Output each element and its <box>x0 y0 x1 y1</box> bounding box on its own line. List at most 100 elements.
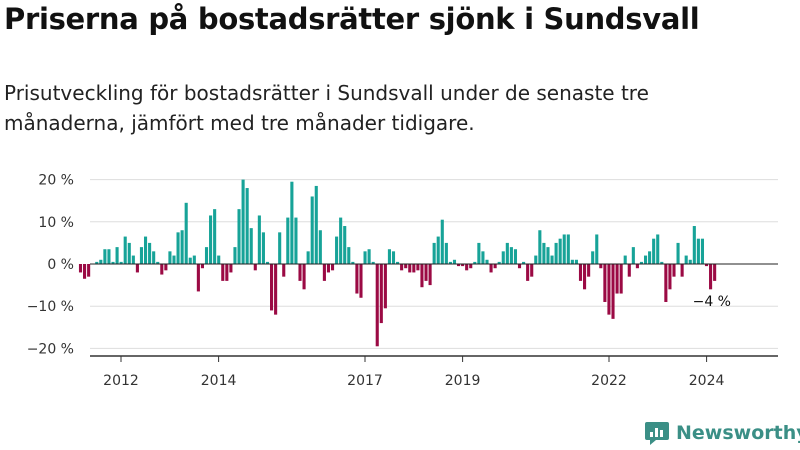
bar <box>249 228 253 264</box>
bar <box>225 264 229 281</box>
bar <box>448 261 452 264</box>
bar <box>562 234 566 264</box>
bar <box>103 249 107 264</box>
bar <box>396 261 400 264</box>
last-value-annotation: −4 % <box>693 294 731 310</box>
bar <box>680 264 684 277</box>
bar <box>265 261 270 264</box>
bar <box>583 264 587 290</box>
bar <box>391 251 396 264</box>
bar <box>152 251 156 264</box>
bar <box>127 242 131 264</box>
bar <box>493 264 497 269</box>
brand-name: Newsworthy <box>676 422 800 444</box>
bar <box>465 264 469 271</box>
bar <box>477 242 481 264</box>
bar <box>615 264 619 294</box>
bar <box>115 247 119 264</box>
bar <box>643 255 648 264</box>
bar <box>611 264 615 319</box>
bar <box>302 264 306 290</box>
x-tick-label: 2014 <box>201 373 237 389</box>
bar <box>371 261 375 264</box>
bar <box>343 226 347 264</box>
bar <box>298 264 302 281</box>
bar <box>119 261 123 264</box>
grid-lines <box>90 179 778 349</box>
bar <box>692 226 696 264</box>
bar <box>359 264 363 298</box>
bar <box>111 261 115 264</box>
bar <box>261 232 265 264</box>
bar <box>180 230 184 264</box>
bar <box>367 249 371 264</box>
x-tick-label: 2024 <box>689 373 725 389</box>
x-tick-label: 2019 <box>445 373 481 389</box>
bar <box>335 236 339 264</box>
bar <box>148 242 152 264</box>
bar <box>347 247 351 264</box>
bars <box>78 179 717 347</box>
x-tick-label: 2017 <box>347 373 383 389</box>
bar <box>505 242 509 264</box>
bar <box>570 259 574 264</box>
bar <box>672 264 676 277</box>
bar <box>282 264 286 277</box>
bar <box>522 261 526 264</box>
x-tick-label: 2012 <box>103 373 139 389</box>
bar <box>229 264 233 273</box>
bar <box>538 230 542 264</box>
bar <box>485 259 489 264</box>
bar <box>709 264 713 290</box>
bar <box>156 261 160 264</box>
bar <box>245 188 249 264</box>
bar <box>635 264 639 269</box>
y-tick-label: 10 % <box>38 215 74 231</box>
bar <box>355 264 359 294</box>
bar <box>587 264 591 277</box>
bar <box>489 264 493 273</box>
bar <box>286 217 290 264</box>
bar <box>713 264 717 281</box>
bar <box>424 264 428 281</box>
bar <box>213 209 217 264</box>
bar <box>444 242 448 264</box>
bar <box>591 251 595 264</box>
chart-title: Priserna på bostadsrätter sjönk i Sundsv… <box>4 2 700 36</box>
bar <box>700 238 704 264</box>
bar <box>209 215 213 264</box>
bar <box>440 219 444 264</box>
bar <box>383 264 387 309</box>
bar <box>322 264 326 281</box>
bar <box>668 264 672 290</box>
bar <box>217 255 221 264</box>
bar <box>221 264 225 281</box>
bar <box>351 261 355 264</box>
bar <box>135 264 139 273</box>
bar <box>501 251 505 264</box>
bar <box>330 264 335 271</box>
bar <box>704 264 709 267</box>
bar <box>619 264 623 294</box>
bar <box>554 242 558 264</box>
bar <box>627 264 631 277</box>
bar <box>204 247 209 264</box>
bar <box>200 264 204 269</box>
bar <box>631 247 635 264</box>
bar <box>107 249 111 264</box>
bar <box>513 249 518 264</box>
bar <box>257 215 261 264</box>
bar <box>676 242 680 264</box>
bar <box>481 251 485 264</box>
bar <box>509 247 513 264</box>
bar <box>456 264 461 267</box>
bar <box>270 264 274 311</box>
bar <box>652 238 656 264</box>
bar <box>574 259 578 264</box>
bar <box>278 232 282 264</box>
bar <box>595 234 599 264</box>
bar <box>599 264 603 269</box>
bar <box>274 264 278 315</box>
bar <box>339 217 343 264</box>
bar <box>688 259 692 264</box>
